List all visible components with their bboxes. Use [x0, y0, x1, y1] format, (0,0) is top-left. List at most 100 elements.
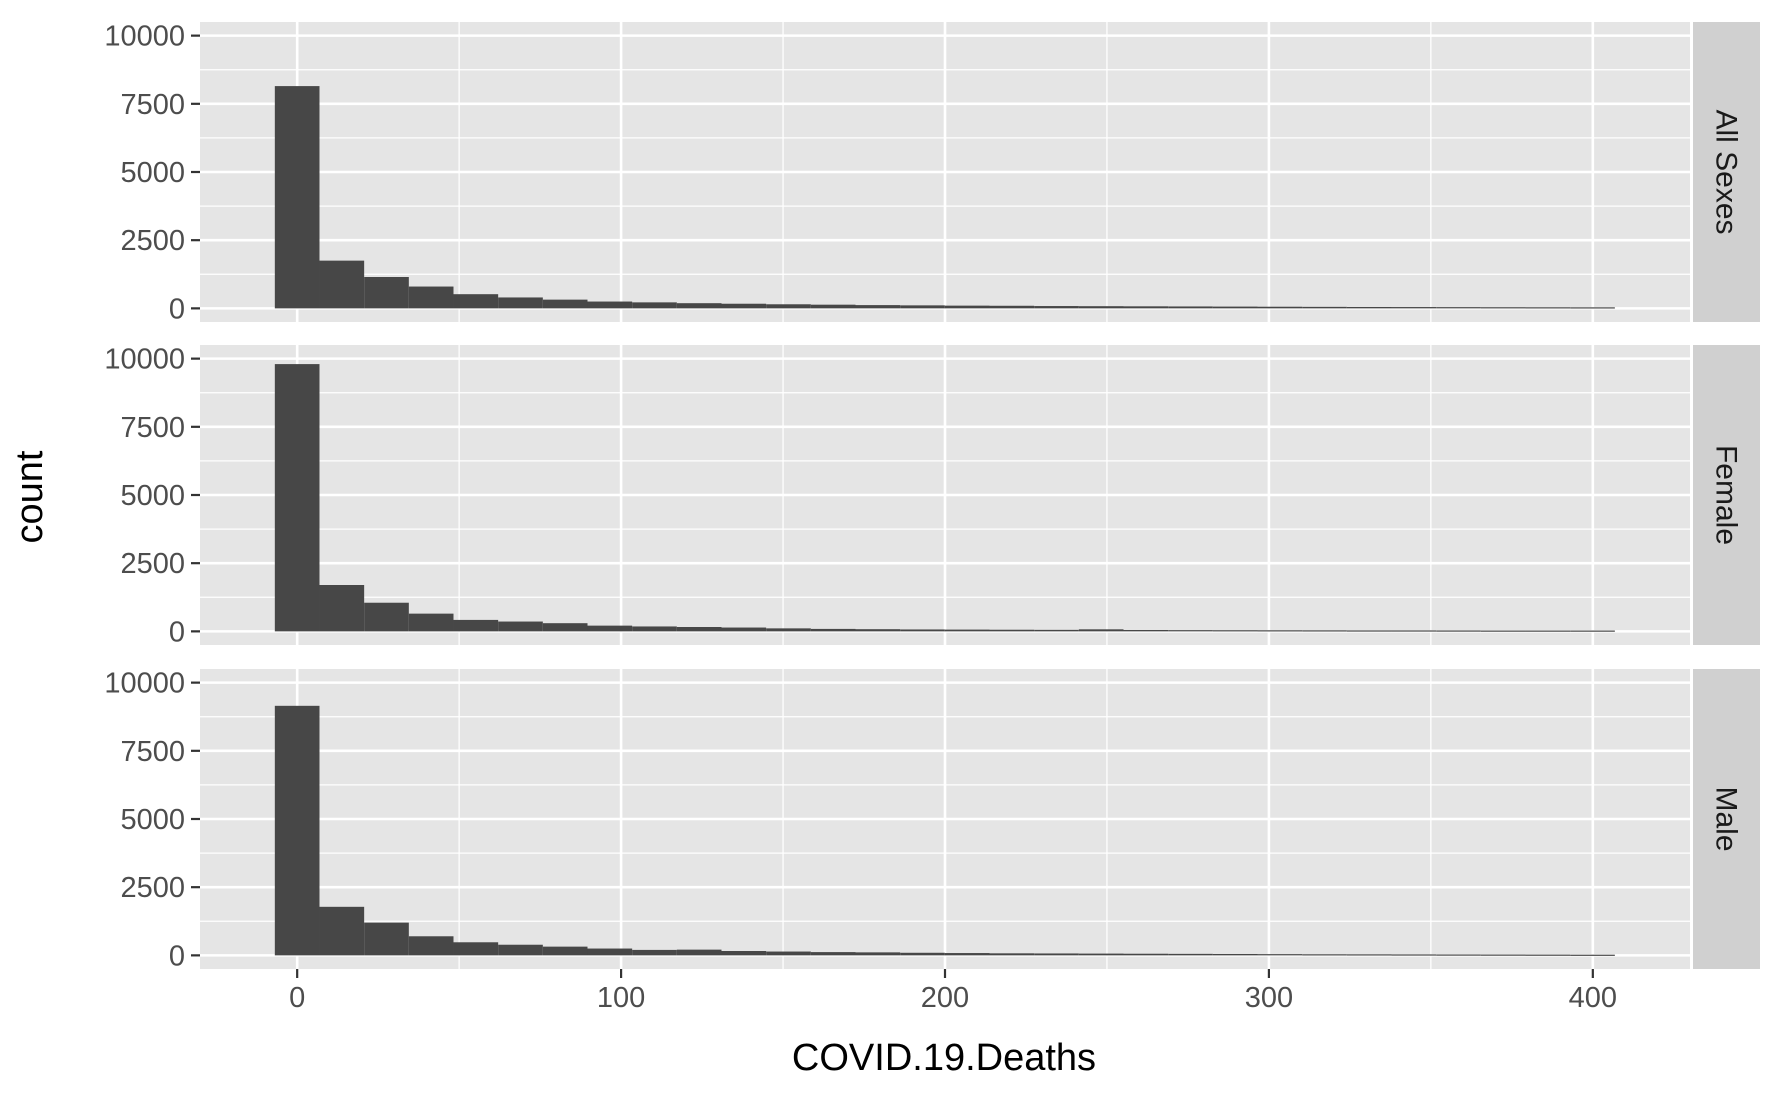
histogram-bar — [1034, 629, 1079, 632]
histogram-bar — [1257, 630, 1303, 632]
histogram-bar — [944, 953, 990, 956]
histogram-bar — [1168, 630, 1213, 632]
histogram-bar — [900, 952, 945, 956]
histogram-bar — [855, 952, 901, 956]
histogram-bar — [810, 304, 856, 309]
histogram-bar — [676, 627, 722, 632]
facet-panel-female: 0 2500 5000 7500 10000 Female — [104, 344, 1760, 648]
histogram-bar — [1302, 630, 1347, 632]
x-axis: 0 100 200 300 400 — [289, 969, 1617, 1014]
histogram-bar — [1257, 954, 1303, 956]
y-tick-label: 2500 — [120, 872, 185, 904]
facet-strip — [1693, 345, 1760, 645]
histogram-bar — [1346, 307, 1392, 309]
histogram-bar — [364, 602, 409, 632]
histogram-bar — [1212, 954, 1258, 956]
histogram-bar — [1525, 630, 1571, 632]
histogram-bar — [676, 303, 722, 309]
histogram-bar — [900, 629, 945, 632]
histogram-bar — [766, 951, 811, 956]
histogram-bar — [855, 629, 901, 632]
y-tick-label: 5000 — [120, 480, 185, 512]
histogram-bar — [542, 299, 588, 309]
y-tick-label: 0 — [169, 293, 185, 325]
histogram-bar — [989, 953, 1035, 956]
histogram-bar — [1034, 953, 1079, 956]
histogram-bar — [1346, 954, 1392, 956]
histogram-bar — [1570, 954, 1615, 956]
histogram-bar — [721, 951, 767, 956]
x-tick-label: 200 — [921, 982, 969, 1014]
histogram-bar — [1480, 954, 1526, 956]
histogram-bar — [1480, 630, 1526, 632]
facet-strip-label: Female — [1710, 445, 1743, 545]
histogram-bar — [1078, 306, 1124, 309]
facet-strip-label: Male — [1710, 786, 1743, 851]
y-tick-label: 7500 — [120, 412, 185, 444]
histogram-bar — [944, 629, 990, 632]
histogram-bar — [1525, 307, 1571, 309]
histogram-bar — [542, 946, 588, 956]
histogram-bar — [587, 948, 633, 956]
histogram-bar — [1123, 306, 1169, 309]
y-tick-label: 2500 — [120, 225, 185, 257]
histogram-bar — [1436, 630, 1481, 632]
histogram-bar — [1302, 954, 1347, 956]
facet-panels: 0 2500 5000 7500 10000 All Sexes 0 2500 5000 7500… — [104, 21, 1760, 972]
histogram-bar — [274, 705, 320, 956]
histogram-bar — [766, 628, 811, 632]
histogram-bar — [498, 944, 543, 956]
histogram-bar — [587, 625, 633, 632]
histogram-bar — [1212, 306, 1258, 309]
histogram-bar — [632, 626, 677, 632]
histogram-bar — [453, 619, 499, 632]
histogram-bar — [1168, 953, 1213, 956]
histogram-bar — [1302, 306, 1347, 309]
histogram-bar — [766, 304, 811, 309]
histogram-bar — [632, 949, 677, 956]
histogram-bar — [1391, 307, 1437, 309]
x-tick-label: 100 — [597, 982, 645, 1014]
facet-strip — [1693, 22, 1760, 322]
histogram-bar — [1123, 953, 1169, 956]
histogram-bar — [1123, 630, 1169, 632]
x-tick-label: 0 — [289, 982, 305, 1014]
facet-strip — [1693, 669, 1760, 969]
facet-strip-label: All Sexes — [1710, 109, 1743, 234]
y-tick-label: 5000 — [120, 804, 185, 836]
histogram-bar — [542, 623, 588, 632]
histogram-bar — [1391, 954, 1437, 956]
facet-panel-all-sexes: 0 2500 5000 7500 10000 All Sexes — [104, 21, 1760, 325]
histogram-bar — [408, 936, 454, 956]
histogram-bar — [498, 621, 543, 632]
y-tick-label: 0 — [169, 940, 185, 972]
y-tick-label: 10000 — [104, 668, 185, 700]
y-tick-label: 2500 — [120, 548, 185, 580]
histogram-bar — [900, 305, 945, 309]
histogram-bar — [453, 942, 499, 956]
histogram-bar — [498, 297, 543, 309]
y-tick-label: 10000 — [104, 21, 185, 53]
histogram-bar — [1034, 306, 1079, 309]
histogram-bar — [1436, 307, 1481, 309]
histogram-bar — [1570, 307, 1615, 309]
histogram-bar — [274, 86, 320, 309]
y-tick-label: 0 — [169, 616, 185, 648]
y-tick-label: 5000 — [120, 157, 185, 189]
histogram-bar — [676, 949, 722, 956]
histogram-bar — [319, 585, 365, 632]
histogram-bar — [364, 922, 409, 956]
y-tick-label: 7500 — [120, 736, 185, 768]
histogram-bar — [1391, 630, 1437, 632]
histogram-bar — [1570, 630, 1615, 632]
histogram-bar — [453, 294, 499, 309]
histogram-bar — [1078, 953, 1124, 956]
histogram-bar — [1257, 306, 1303, 309]
histogram-bar — [1525, 954, 1571, 956]
histogram-bar — [319, 260, 365, 309]
histogram-bar — [274, 364, 320, 632]
histogram-bar — [1168, 306, 1213, 309]
y-tick-label: 10000 — [104, 344, 185, 376]
x-tick-label: 300 — [1245, 982, 1293, 1014]
